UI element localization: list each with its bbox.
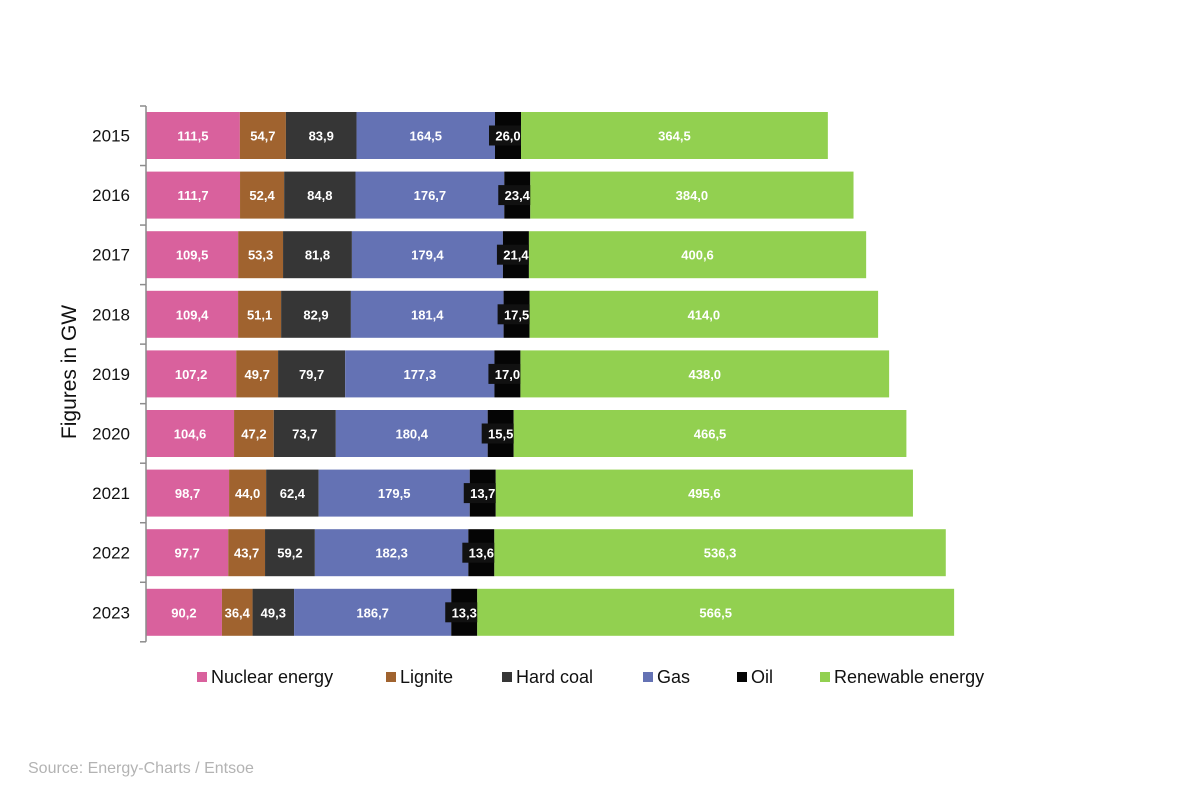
- bar-value-label: 73,7: [292, 427, 317, 442]
- legend-swatch: [386, 672, 396, 682]
- bar-value-label: 177,3: [404, 367, 437, 382]
- bar-value-label: 384,0: [676, 188, 709, 203]
- bar-value-label: 49,3: [261, 605, 286, 620]
- bar-value-label: 104,6: [174, 427, 207, 442]
- category-label: 2021: [92, 484, 130, 503]
- bar-value-label: 79,7: [299, 367, 324, 382]
- bar-value-label: 566,5: [699, 605, 732, 620]
- category-label: 2018: [92, 305, 130, 324]
- legend-swatch: [820, 672, 830, 682]
- bar-value-label: 536,3: [704, 546, 737, 561]
- bar-value-label: 23,4: [505, 188, 531, 203]
- bar-value-label: 43,7: [234, 546, 259, 561]
- bar-value-label: 49,7: [245, 367, 270, 382]
- bar-value-label: 13,7: [470, 486, 495, 501]
- bar-value-label: 47,2: [241, 427, 266, 442]
- bar-value-label: 13,6: [469, 546, 494, 561]
- bar-value-label: 83,9: [309, 129, 334, 144]
- bar-value-label: 51,1: [247, 307, 272, 322]
- bar-value-label: 176,7: [414, 188, 447, 203]
- legend: Nuclear energy Lignite Hard coal Gas Oil Rene…: [197, 667, 984, 687]
- bar-value-label: 82,9: [303, 307, 328, 322]
- bar-value-label: 15,5: [488, 427, 513, 442]
- category-label: 2019: [92, 365, 130, 384]
- category-label: 2022: [92, 544, 130, 563]
- legend-label: Gas: [657, 667, 690, 687]
- legend-label: Nuclear energy: [211, 667, 333, 687]
- bar-value-label: 111,5: [177, 129, 208, 144]
- bar-value-label: 107,2: [175, 367, 208, 382]
- bar-value-label: 53,3: [248, 248, 273, 263]
- bar-value-label: 17,5: [504, 307, 529, 322]
- bar-value-label: 186,7: [356, 605, 389, 620]
- bar-value-label: 109,4: [176, 307, 209, 322]
- bars-layer: 111,5 54,7 83,9 164,5 26,0 364,5 111,7 52,4 84,8…: [146, 112, 954, 636]
- legend-label: Oil: [751, 667, 773, 687]
- legend-label: Hard coal: [516, 667, 593, 687]
- legend-swatch: [502, 672, 512, 682]
- y-axis-title: Figures in GW: [58, 305, 81, 439]
- bar-value-label: 52,4: [249, 188, 275, 203]
- bar-value-label: 180,4: [395, 427, 428, 442]
- legend-label: Lignite: [400, 667, 453, 687]
- category-label: 2020: [92, 425, 130, 444]
- y-axis: 2015 2016 2017 2018 2019 2020 2021 2022 2023: [92, 106, 146, 642]
- bar-value-label: 109,5: [176, 248, 209, 263]
- category-label: 2015: [92, 127, 130, 146]
- bar-value-label: 438,0: [689, 367, 722, 382]
- bar-value-label: 182,3: [375, 546, 408, 561]
- legend-swatch: [737, 672, 747, 682]
- bar-value-label: 179,5: [378, 486, 411, 501]
- category-label: 2016: [92, 186, 130, 205]
- category-label: 2017: [92, 246, 130, 265]
- source-note: Source: Energy-Charts / Entsoe: [28, 760, 254, 778]
- bar-value-label: 111,7: [177, 188, 208, 203]
- bar-value-label: 81,8: [305, 248, 330, 263]
- bar-value-label: 54,7: [250, 129, 275, 144]
- bar-value-label: 59,2: [277, 546, 302, 561]
- bar-value-label: 98,7: [175, 486, 200, 501]
- legend-swatch: [197, 672, 207, 682]
- bar-value-label: 90,2: [171, 605, 196, 620]
- bar-value-label: 21,4: [503, 248, 529, 263]
- legend-label: Renewable energy: [834, 667, 984, 687]
- category-label: 2023: [92, 603, 130, 622]
- bar-value-label: 364,5: [658, 129, 691, 144]
- bar-value-label: 400,6: [681, 248, 714, 263]
- bar-value-label: 44,0: [235, 486, 260, 501]
- bar-value-label: 179,4: [411, 248, 444, 263]
- bar-value-label: 36,4: [225, 605, 251, 620]
- bar-value-label: 97,7: [174, 546, 199, 561]
- bar-value-label: 17,0: [495, 367, 520, 382]
- bar-value-label: 164,5: [409, 129, 442, 144]
- bar-value-label: 414,0: [688, 307, 721, 322]
- legend-swatch: [643, 672, 653, 682]
- bar-value-label: 84,8: [307, 188, 332, 203]
- bar-value-label: 62,4: [280, 486, 306, 501]
- bar-value-label: 495,6: [688, 486, 721, 501]
- bar-value-label: 26,0: [495, 129, 520, 144]
- bar-value-label: 466,5: [694, 427, 727, 442]
- bar-value-label: 181,4: [411, 307, 444, 322]
- bar-value-label: 13,3: [452, 605, 477, 620]
